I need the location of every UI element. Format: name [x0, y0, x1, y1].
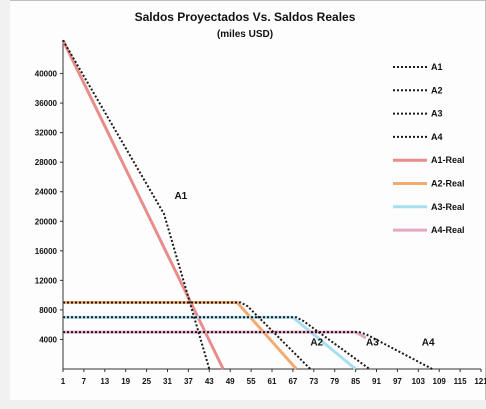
scan-margin-left	[0, 0, 10, 409]
legend-label-a2: A2	[431, 85, 443, 95]
x-tick-label: 97	[393, 377, 402, 386]
chart-title: Saldos Proyectados Vs. Saldos Reales	[134, 10, 356, 24]
chart-legend: A1 A2 A3 A4 A1-Real A2-Real A3-Real A4-Real	[393, 62, 465, 235]
x-tick-label: 109	[433, 377, 447, 386]
x-tick-label: 61	[268, 377, 277, 386]
x-tick-label: 79	[330, 377, 339, 386]
y-tick-label: 4000	[39, 335, 57, 344]
legend-label-a3-real: A3-Real	[431, 202, 465, 212]
y-tick-label: 12000	[35, 276, 58, 285]
x-tick-label: 115	[454, 377, 467, 386]
x-tick-label: 55	[247, 377, 256, 386]
series-a2-line	[63, 301, 312, 370]
chart-series	[61, 39, 433, 371]
y-tick-label: 36000	[35, 99, 58, 108]
x-tick-label: 25	[142, 377, 151, 386]
x-tick-label: 1	[61, 377, 66, 386]
legend-label-a1-real: A1-Real	[431, 155, 465, 165]
x-tick-label: 85	[351, 377, 360, 386]
annotation-label: A2	[310, 337, 323, 348]
x-tick-label: 7	[82, 377, 87, 386]
x-tick-label: 19	[121, 377, 130, 386]
legend-label-a4: A4	[431, 132, 443, 142]
x-tick-label: 121	[474, 377, 486, 386]
y-tick-label: 28000	[35, 158, 58, 167]
x-tick-label: 43	[205, 377, 214, 386]
y-tick-label: 40000	[35, 70, 58, 79]
annotation-label: A3	[366, 337, 379, 348]
legend-label-a4-real: A4-Real	[431, 225, 465, 235]
chart-subtitle: (miles USD)	[216, 29, 274, 40]
chart-annotations: A1 A2 A3 A4	[174, 191, 435, 348]
series-a1-real-line	[61, 39, 225, 370]
x-tick-label: 91	[372, 377, 381, 386]
y-tick-label: 20000	[35, 217, 58, 226]
series-a1-line	[62, 39, 211, 370]
chart-ticks: 4000 8000 12000 16000 20000 24000 28000 32000 36…	[35, 70, 486, 386]
legend-label-a3: A3	[431, 109, 443, 119]
y-tick-label: 24000	[35, 188, 58, 197]
x-tick-label: 13	[100, 377, 109, 386]
series-a3-line	[63, 316, 371, 370]
legend-label-a2-real: A2-Real	[431, 179, 465, 189]
scan-margin-bottom	[0, 400, 486, 409]
x-tick-label: 37	[184, 377, 193, 386]
y-tick-label: 8000	[39, 306, 57, 315]
legend-label-a1: A1	[431, 62, 443, 72]
x-tick-label: 49	[226, 377, 235, 386]
x-tick-label: 103	[412, 377, 426, 386]
annotation-label: A4	[422, 337, 435, 348]
annotation-label: A1	[174, 191, 187, 202]
series-a4-line	[63, 331, 433, 370]
series-a2-real-line	[63, 301, 298, 370]
x-tick-label: 31	[163, 377, 172, 386]
y-tick-label: 32000	[35, 129, 58, 138]
y-tick-label: 16000	[35, 247, 58, 256]
x-tick-label: 73	[309, 377, 318, 386]
x-tick-label: 67	[288, 377, 297, 386]
